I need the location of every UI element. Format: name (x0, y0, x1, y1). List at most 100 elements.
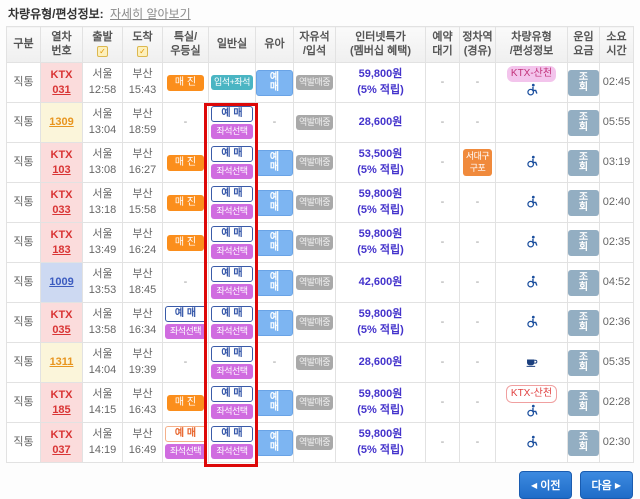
wheelchair-icon (496, 83, 567, 99)
wheelchair-icon (496, 235, 567, 251)
infant-reserve-button[interactable]: 예 매 (256, 69, 293, 96)
seat-select-button[interactable]: 좌석선택 (211, 244, 253, 259)
duration-cell: 02:30 (599, 422, 634, 463)
inquiry-button[interactable]: 조 회 (568, 229, 599, 256)
station-sale-badge: 역발매중 (295, 395, 334, 410)
departure-cell: 서울 13:53 (82, 262, 123, 303)
reserve-button[interactable]: 예 매 (211, 386, 253, 402)
reserve-button[interactable]: 예 매 (211, 226, 253, 242)
seat-select-button[interactable]: 좌석선택 (211, 124, 253, 139)
inquiry-button[interactable]: 조 회 (568, 69, 599, 96)
inquiry-button[interactable]: 조 회 (568, 109, 599, 136)
arrival-sort-icon[interactable]: ✓ (137, 45, 148, 57)
reserve-button[interactable]: 예 매 (211, 146, 253, 162)
category-cell: 직통 (6, 62, 41, 103)
departure-cell: 서울 13:04 (82, 102, 123, 143)
standing-seat-button[interactable]: 입석+좌석 (211, 75, 253, 90)
train-number-link[interactable]: 035 (52, 323, 71, 336)
inquiry-button[interactable]: 조 회 (568, 189, 599, 216)
duration-cell: 04:52 (599, 262, 634, 303)
price-cell: 59,800원 (5% 적립) (335, 382, 426, 423)
reserve-button[interactable]: 예 매 (211, 106, 253, 122)
seat-select-button[interactable]: 좌석선택 (211, 204, 253, 219)
train-number-link[interactable]: 185 (52, 403, 71, 416)
train-number-link[interactable]: 1309 (49, 116, 74, 129)
first-class-cell: 매 진 (162, 182, 209, 223)
seat-select-button[interactable]: 좌석선택 (211, 324, 253, 339)
vehicle-info-label: 차량유형/편성정보: (8, 7, 104, 21)
infant-reserve-button[interactable]: 예 매 (256, 149, 293, 176)
stops-cell: - (459, 222, 496, 263)
reserve-button[interactable]: 예 매 (211, 186, 253, 202)
train-number-link[interactable]: 037 (52, 443, 71, 456)
inquiry-button[interactable]: 조 회 (568, 389, 599, 416)
train-number-link[interactable]: 1009 (49, 276, 74, 289)
train-number-cell: KTX 037 (40, 422, 83, 463)
reserve-button[interactable]: 예 매 (211, 306, 253, 322)
category-cell: 직통 (6, 102, 41, 143)
infant-reserve-button[interactable]: 예 매 (256, 309, 293, 336)
vehicle-type-cell (495, 142, 568, 183)
reserve-button[interactable]: 예 매 (211, 266, 253, 282)
infant-reserve-button[interactable]: 예 매 (256, 389, 293, 416)
duration-cell: 02:40 (599, 182, 634, 223)
cafe-car-icon (496, 355, 567, 371)
vehicle-type-cell (495, 102, 568, 143)
waitlist-cell: - (425, 62, 460, 103)
train-number-cell: 1309 (40, 102, 83, 143)
inquiry-button[interactable]: 조 회 (568, 429, 599, 456)
inquiry-button[interactable]: 조 회 (568, 149, 599, 176)
reserve-button[interactable]: 예 매 (211, 426, 253, 442)
infant-cell: 예 매 (255, 142, 294, 183)
reserve-button[interactable]: 예 매 (164, 426, 207, 442)
fare-cell: 조 회 (567, 102, 600, 143)
category-cell: 직통 (6, 422, 41, 463)
inquiry-button[interactable]: 조 회 (568, 349, 599, 376)
infant-reserve-button[interactable]: 예 매 (256, 269, 293, 296)
inquiry-button[interactable]: 조 회 (568, 269, 599, 296)
seat-select-button[interactable]: 좌석선택 (164, 444, 207, 459)
soldout-badge: 매 진 (166, 394, 205, 411)
reserve-button[interactable]: 예 매 (211, 346, 253, 362)
waitlist-cell: - (425, 182, 460, 223)
departure-sort-icon[interactable]: ✓ (97, 45, 108, 57)
detail-link[interactable]: 자세히 알아보기 (110, 7, 191, 21)
inquiry-button[interactable]: 조 회 (568, 309, 599, 336)
seat-select-button[interactable]: 좌석선택 (211, 364, 253, 379)
standard-class-cell: 입석+좌석 (208, 62, 256, 103)
train-number-link[interactable]: 033 (52, 203, 71, 216)
departure-cell: 서울 13:08 (82, 142, 123, 183)
duration-cell: 02:45 (599, 62, 634, 103)
infant-reserve-button[interactable]: 예 매 (256, 229, 293, 256)
station-sale-badge: 역발매중 (295, 315, 334, 330)
infant-reserve-button[interactable]: 예 매 (256, 429, 293, 456)
table-row: 직통 KTX 103 서울 13:08 부산 16:27 매 진 예 매 좌석선택 예 … (6, 142, 634, 183)
table-row: 직통 KTX 033 서울 13:18 부산 15:58 매 진 예 매 좌석선택 예 … (6, 182, 634, 223)
station-sale-badge: 역발매중 (295, 115, 334, 130)
train-number-link[interactable]: 103 (52, 163, 71, 176)
reserve-button[interactable]: 예 매 (164, 306, 207, 322)
train-number-link[interactable]: 031 (52, 83, 71, 96)
first-class-cell: - (162, 102, 209, 143)
wheelchair-icon (496, 275, 567, 291)
seat-select-button[interactable]: 좌석선택 (211, 444, 253, 459)
fare-cell: 조 회 (567, 262, 600, 303)
infant-reserve-button[interactable]: 예 매 (256, 189, 293, 216)
price-cell: 59,800원 (5% 적립) (335, 222, 426, 263)
waitlist-cell: - (425, 422, 460, 463)
train-number-link[interactable]: 183 (52, 243, 71, 256)
seat-select-button[interactable]: 좌석선택 (164, 324, 207, 339)
soldout-badge: 매 진 (166, 154, 205, 171)
seat-select-button[interactable]: 좌석선택 (211, 284, 253, 299)
seat-select-button[interactable]: 좌석선택 (211, 404, 253, 419)
departure-cell: 서울 13:18 (82, 182, 123, 223)
seat-select-button[interactable]: 좌석선택 (211, 164, 253, 179)
train-number-link[interactable]: 1311 (49, 356, 74, 369)
waitlist-cell: - (425, 102, 460, 143)
col-internet-price: 인터넷특가 (멤버십 혜택) (335, 26, 426, 63)
category-cell: 직통 (6, 262, 41, 303)
next-button[interactable]: 다음 ▶ (579, 471, 633, 499)
